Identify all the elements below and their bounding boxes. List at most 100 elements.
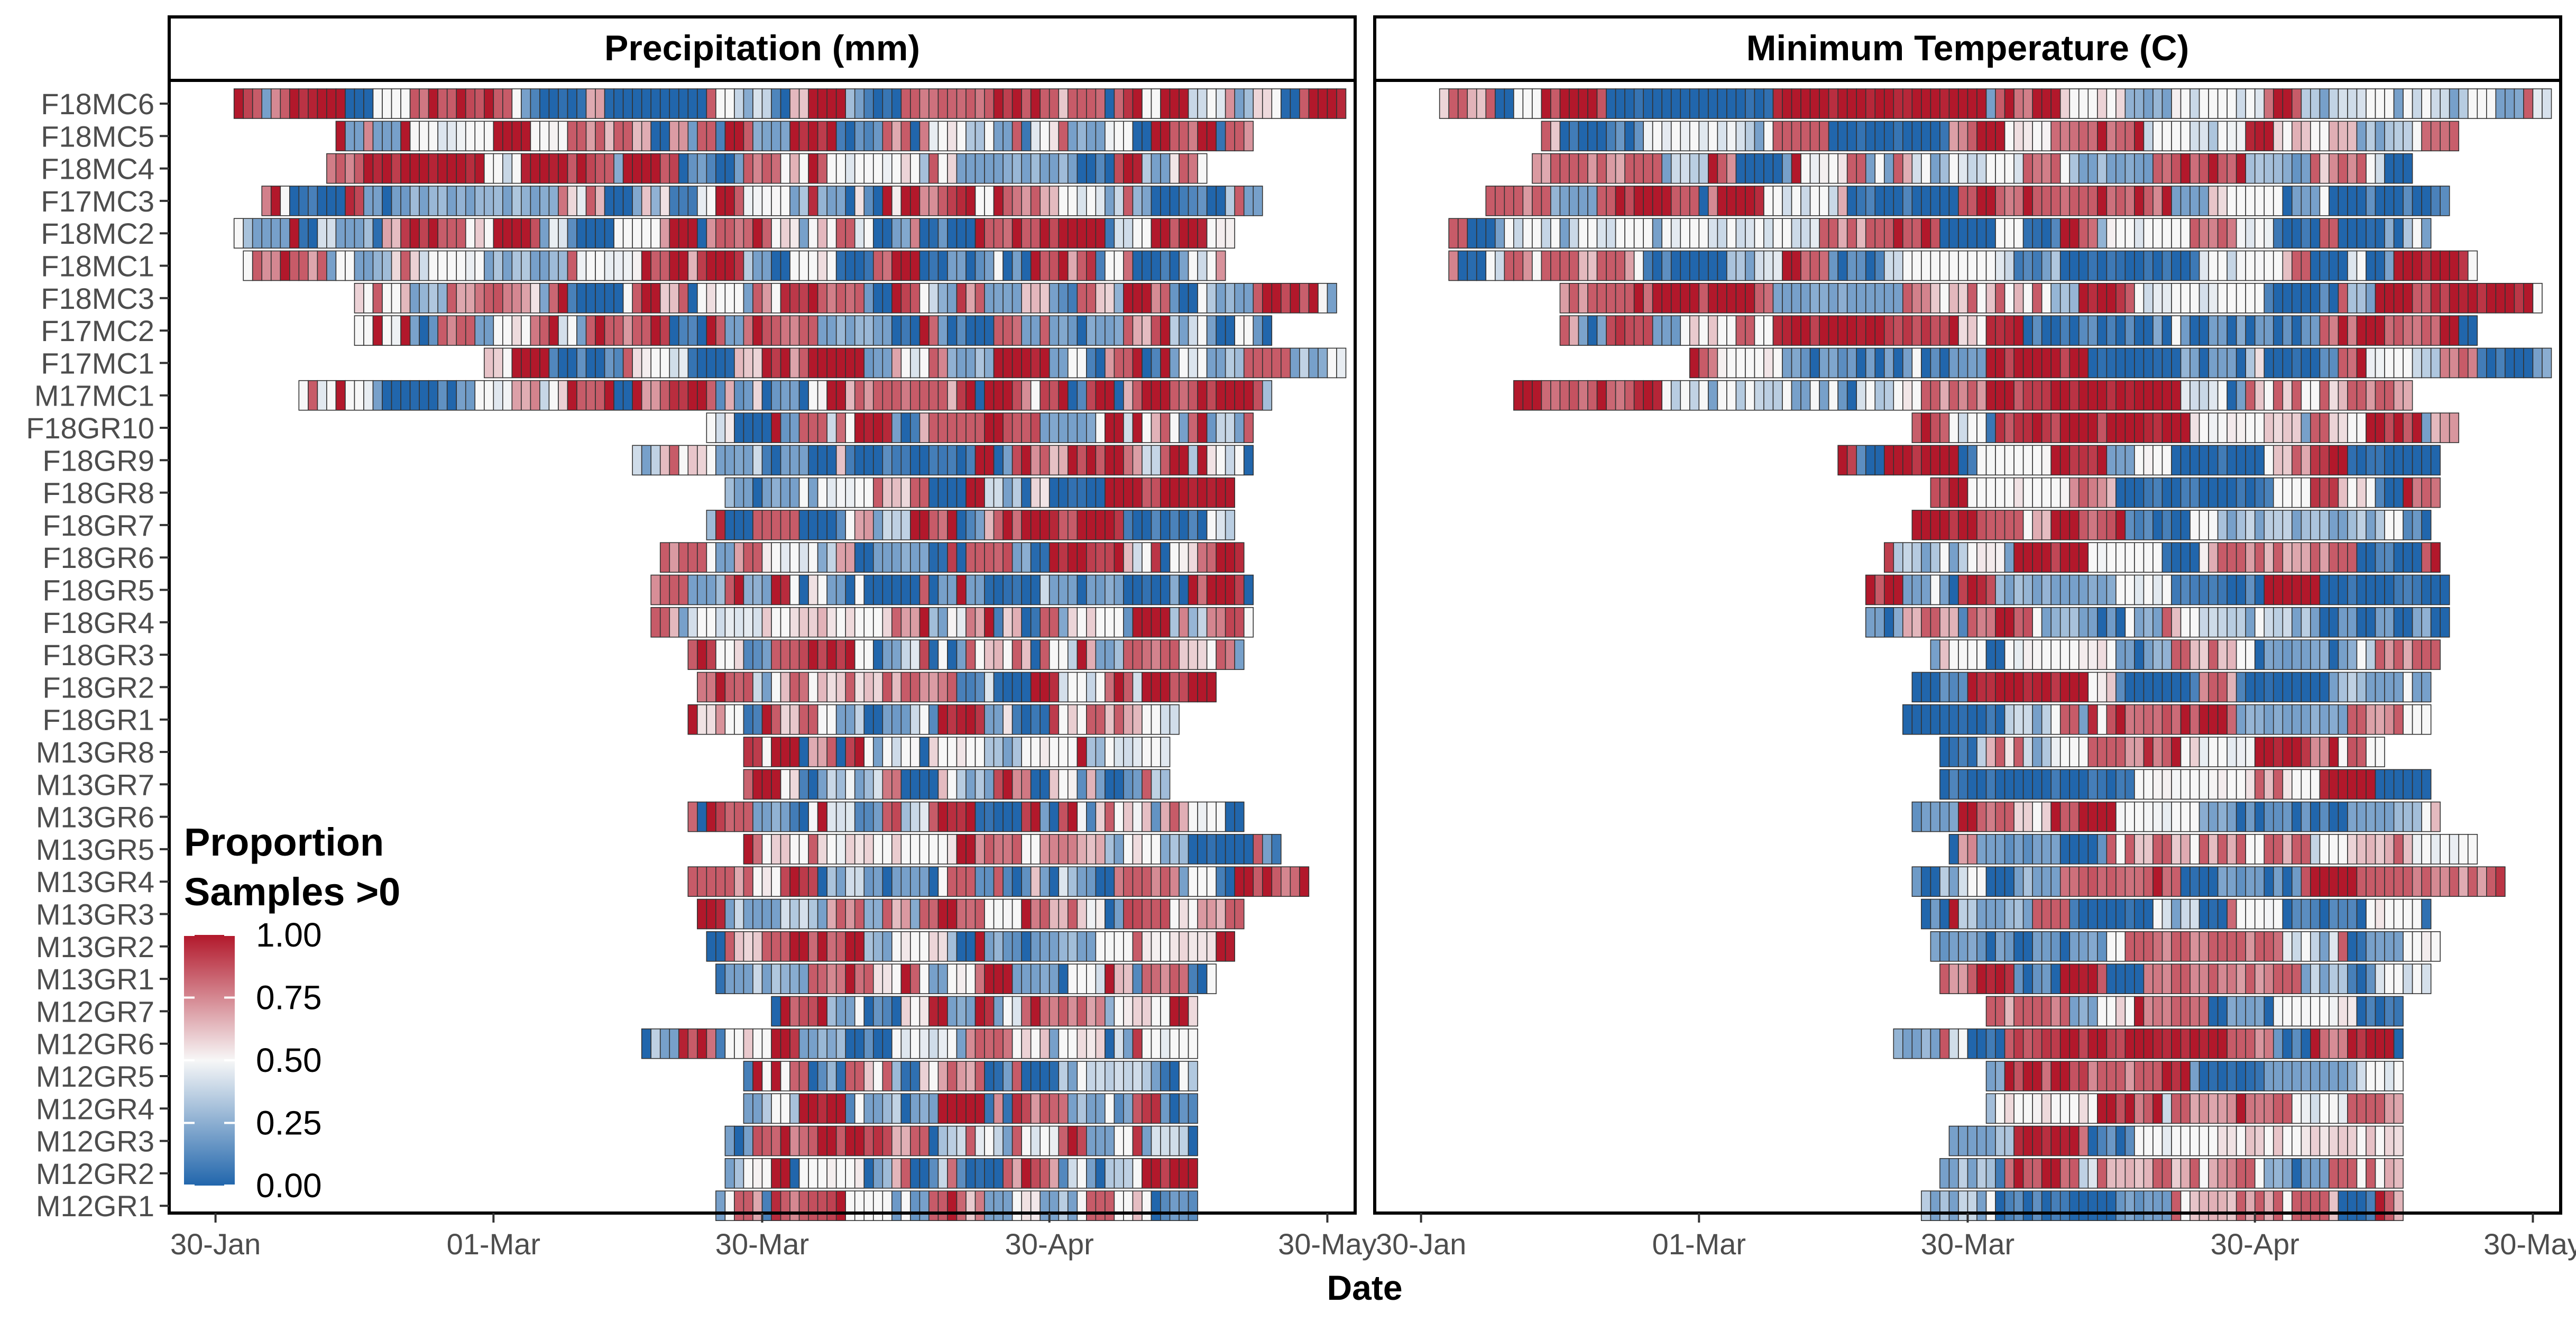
heatmap-cell — [567, 250, 577, 281]
heatmap-cell — [1169, 639, 1180, 670]
heatmap-cell — [2384, 1028, 2395, 1059]
heatmap-cell — [2152, 88, 2163, 119]
heatmap-cell — [678, 315, 689, 346]
heatmap-cell — [984, 445, 995, 476]
heatmap-cell — [2245, 510, 2256, 540]
heatmap-cell — [1234, 801, 1245, 832]
heatmap-cell — [521, 380, 531, 411]
heatmap-cell — [2393, 445, 2404, 476]
heatmap-cell — [1151, 963, 1161, 994]
heatmap-cell — [1234, 445, 1245, 476]
heatmap-cell — [2087, 866, 2098, 897]
heatmap-cell — [1132, 866, 1143, 897]
heatmap-cell — [965, 704, 976, 735]
heatmap-cell — [1039, 931, 1050, 962]
heatmap-cell — [548, 153, 559, 184]
heatmap-cell — [2412, 121, 2422, 152]
heatmap-cell — [409, 186, 420, 216]
heatmap-cell — [2421, 639, 2432, 670]
heatmap-cell — [1160, 380, 1171, 411]
heatmap-cell — [1800, 282, 1811, 314]
heatmap-cell — [2393, 347, 2404, 379]
heatmap-cell — [2282, 639, 2293, 670]
heatmap-cell — [650, 445, 661, 476]
heatmap-cell — [363, 88, 374, 119]
heatmap-cell — [2245, 898, 2256, 930]
heatmap-cell — [2301, 1028, 2311, 1059]
heatmap-cell — [530, 282, 540, 314]
heatmap-cell — [2421, 769, 2432, 800]
heatmap-cell — [1151, 1125, 1161, 1156]
heatmap-cell — [1976, 477, 1987, 508]
heatmap-cell — [789, 672, 800, 703]
heatmap-cell — [1095, 1125, 1106, 1156]
heatmap-cell — [1132, 1190, 1143, 1221]
heatmap-cell — [1151, 1158, 1161, 1189]
heatmap-cell — [845, 672, 855, 703]
heatmap-cell — [2180, 542, 2191, 573]
heatmap-cell — [2013, 315, 2024, 346]
heatmap-cell — [2069, 704, 2080, 735]
heatmap-cell — [1086, 1125, 1097, 1156]
heatmap-cell — [2319, 801, 2330, 832]
heatmap-cell — [1911, 704, 1922, 735]
heatmap-cell — [2050, 250, 2061, 281]
heatmap-cell — [1206, 218, 1217, 249]
heatmap-cell — [798, 380, 809, 411]
heatmap-cell — [2004, 931, 2014, 962]
heatmap-cell — [2087, 315, 2098, 346]
heatmap-cell — [1680, 153, 1690, 184]
heatmap-cell — [400, 380, 411, 411]
heatmap-cell — [2124, 1028, 2135, 1059]
heatmap-cell — [724, 347, 735, 379]
heatmap-cell — [2282, 801, 2293, 832]
heatmap-cell — [2198, 88, 2209, 119]
heatmap-cell — [280, 218, 290, 249]
heatmap-cell — [1939, 347, 1950, 379]
heatmap-cell — [2152, 1061, 2163, 1091]
heatmap-cell — [752, 801, 763, 832]
heatmap-cell — [2078, 347, 2089, 379]
heatmap-cell — [743, 121, 753, 152]
heatmap-cell — [826, 1028, 837, 1059]
heatmap-cell — [2078, 445, 2089, 476]
heatmap-cell — [678, 380, 689, 411]
heatmap-cell — [919, 121, 930, 152]
heatmap-cell — [2235, 153, 2247, 184]
heatmap-cell — [1132, 963, 1143, 994]
heatmap-cell — [2375, 834, 2385, 865]
heatmap-cell — [2329, 1158, 2339, 1189]
heatmap-cell — [808, 834, 818, 865]
heatmap-cell — [2115, 88, 2126, 119]
heatmap-cell — [1086, 380, 1097, 411]
heatmap-cell — [1717, 186, 1727, 216]
heatmap-cell — [715, 866, 726, 897]
heatmap-cell — [1206, 477, 1217, 508]
heatmap-cell — [1188, 1093, 1198, 1124]
heatmap-cell — [1216, 607, 1226, 638]
heatmap-cell — [734, 898, 744, 930]
heatmap-cell — [252, 250, 263, 281]
heatmap-cell — [974, 510, 985, 540]
heatmap-cell — [1893, 186, 1903, 216]
heatmap-cell — [1114, 121, 1124, 152]
heatmap-cell — [511, 315, 522, 346]
x-tick-label: 01-Mar — [1652, 1227, 1746, 1261]
heatmap-cell — [1095, 510, 1106, 540]
heatmap-cell — [2198, 963, 2209, 994]
heatmap-cell — [2347, 898, 2358, 930]
heatmap-cell — [715, 1028, 726, 1059]
heatmap-cell — [2013, 88, 2024, 119]
heatmap-cell — [835, 607, 847, 638]
heatmap-cell — [752, 121, 763, 152]
heatmap-cell — [808, 898, 818, 930]
heatmap-cell — [1021, 963, 1032, 994]
heatmap-cell — [2004, 88, 2014, 119]
heatmap-cell — [1995, 574, 2005, 605]
heatmap-cell — [2097, 704, 2108, 735]
heatmap-cell — [2384, 639, 2395, 670]
heatmap-cell — [1151, 672, 1161, 703]
heatmap-cell — [1587, 153, 1598, 184]
heatmap-cell — [641, 445, 652, 476]
heatmap-cell — [2143, 1125, 2154, 1156]
